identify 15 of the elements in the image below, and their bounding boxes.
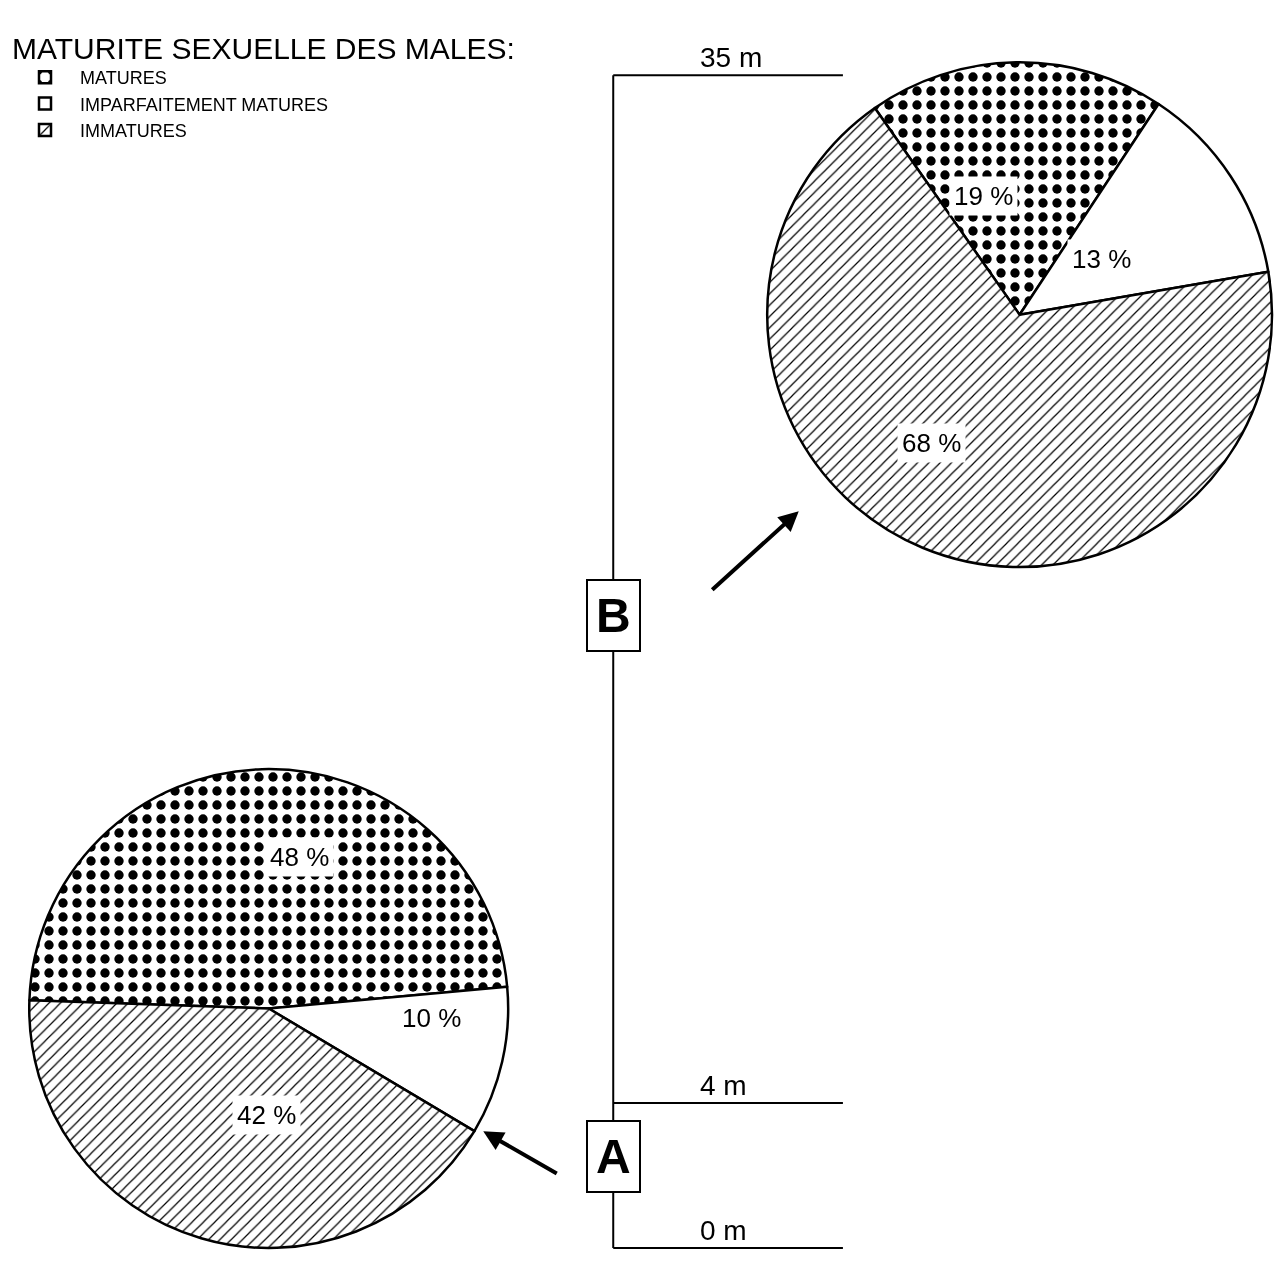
legend-label: IMMATURES bbox=[80, 121, 187, 142]
legend-label: A bbox=[596, 1130, 631, 1183]
legend-label: MATURES bbox=[80, 68, 167, 89]
data-label: 42 % bbox=[237, 1100, 297, 1130]
text: 35 m bbox=[700, 42, 763, 73]
slice-label: B bbox=[596, 589, 631, 642]
data-label: 68 % bbox=[902, 428, 962, 458]
legend-label: IMPARFAITEMENT MATURES bbox=[80, 94, 329, 115]
data-label: 19 % bbox=[954, 181, 1014, 211]
data-label: 48 % bbox=[270, 842, 330, 872]
data-label: 13 % bbox=[1072, 244, 1132, 274]
legend-title: MATURITE SEXUELLE DES MALES: bbox=[12, 32, 515, 65]
text: 0 m bbox=[700, 1215, 747, 1246]
text: 4 m bbox=[700, 1070, 747, 1101]
data-label: 10 % bbox=[402, 1003, 462, 1033]
